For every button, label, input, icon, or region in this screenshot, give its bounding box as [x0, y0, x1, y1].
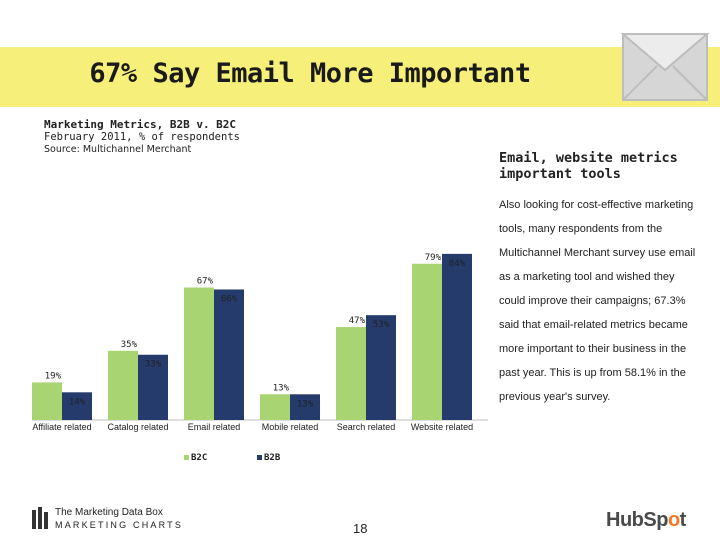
- category-label-4: Search related: [337, 422, 396, 432]
- bar-b2b-3: [290, 394, 320, 420]
- legend-label-b2c: B2C: [191, 453, 208, 463]
- category-label-3: Mobile related: [262, 422, 319, 432]
- marketing-charts-logo: The Marketing Data Box MARKETING CHARTS: [32, 507, 212, 533]
- data-label-b2b-2: 66%: [221, 294, 238, 304]
- legend-swatch-b2c: [184, 455, 189, 460]
- bar-b2b-0: [62, 392, 92, 420]
- hubspot-logo-end: t: [679, 509, 687, 531]
- hubspot-logo-main: HubSp: [606, 509, 668, 531]
- data-label-b2c-0: 19%: [45, 371, 62, 381]
- data-label-b2c-4: 47%: [349, 316, 366, 326]
- category-label-5: Website related: [411, 422, 473, 432]
- data-label-b2b-5: 84%: [449, 259, 466, 269]
- bar-b2c-2: [184, 287, 214, 420]
- title-band: [0, 47, 720, 107]
- envelope-icon: [620, 33, 710, 101]
- page-number: 18: [353, 521, 368, 536]
- bar-b2c-4: [336, 327, 366, 420]
- brand-tagline: The Marketing Data Box: [55, 507, 163, 518]
- bar-b2b-4: [366, 315, 396, 420]
- bar-b2c-5: [412, 263, 442, 420]
- data-label-b2c-5: 79%: [425, 253, 442, 263]
- category-label-2: Email related: [188, 422, 241, 432]
- chart-meta: Marketing Metrics, B2B v. B2C February 2…: [44, 118, 240, 157]
- bar-chart: 19% 14% Affiliate related 35% 33% Catalog rel…: [32, 253, 488, 432]
- bar-b2b-2: [214, 289, 244, 420]
- legend-item-b2b: B2B: [257, 453, 280, 463]
- chart-source: Source: Multichannel Merchant: [44, 144, 192, 155]
- data-label-b2c-3: 13%: [273, 383, 290, 393]
- data-label-b2c-2: 67%: [197, 276, 214, 286]
- bar-b2c-3: [260, 394, 290, 420]
- page-title: 67% Say Email More Important: [89, 58, 531, 89]
- legend-item-b2c: B2C: [184, 453, 207, 463]
- bar-b2c-1: [108, 350, 138, 420]
- data-label-b2c-1: 35%: [121, 340, 138, 350]
- chart-dates: February 2011, % of respondents: [44, 131, 240, 143]
- category-label-1: Catalog related: [107, 422, 168, 432]
- hubspot-logo-o: o: [667, 509, 680, 531]
- data-label-b2b-3: 13%: [297, 399, 314, 409]
- sidebar-heading: Email, website metrics important tools: [499, 150, 678, 182]
- bar-logo-icon: [32, 507, 48, 529]
- brand-name: MARKETING CHARTS: [55, 520, 184, 530]
- data-label-b2b-1: 33%: [145, 360, 162, 370]
- category-label-0: Affiliate related: [32, 422, 91, 432]
- hubspot-logo: HubSpot: [606, 509, 686, 532]
- data-label-b2b-0: 14%: [69, 397, 86, 407]
- chart-subtitle: Marketing Metrics, B2B v. B2C: [44, 118, 237, 131]
- bar-b2b-5: [442, 253, 472, 420]
- bar-b2b-1: [138, 354, 168, 420]
- legend-swatch-b2b: [257, 455, 262, 460]
- bar-b2c-0: [32, 382, 62, 420]
- data-label-b2b-4: 53%: [373, 320, 390, 330]
- sidebar-body: Also looking for cost-effective marketin…: [499, 199, 696, 403]
- legend-label-b2b: B2B: [264, 453, 281, 463]
